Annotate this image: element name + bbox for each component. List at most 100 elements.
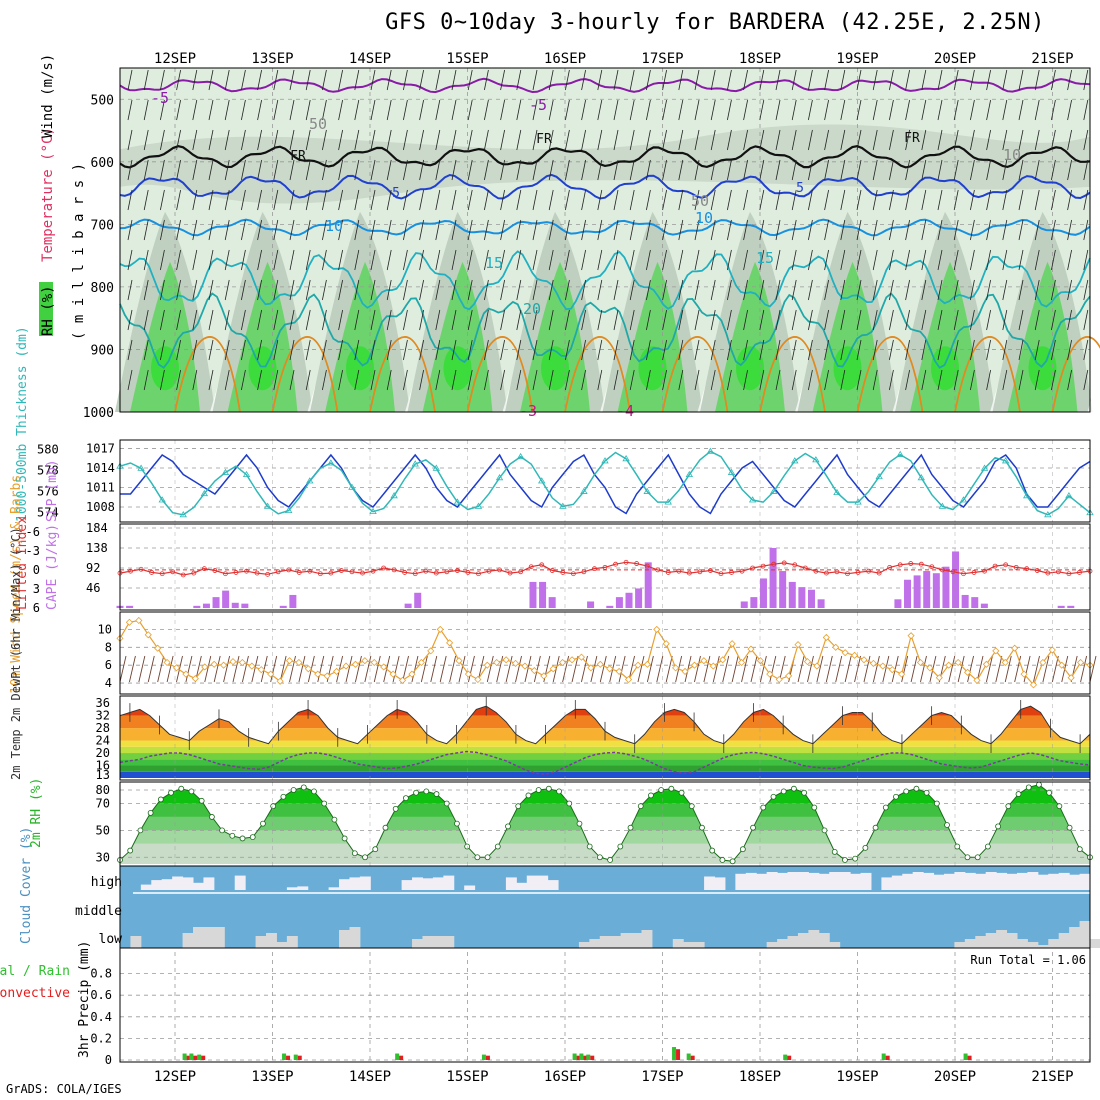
wind-barb: [565, 219, 570, 241]
wind-barb: [1083, 249, 1089, 271]
lifted-marker: [855, 570, 861, 575]
rh-color-band: [120, 803, 1090, 817]
wind-barb: [791, 189, 797, 211]
wind-barb: [775, 309, 781, 331]
thickness-marker: [284, 506, 293, 513]
wind-barb: [840, 159, 846, 181]
wind-barb: [1018, 69, 1024, 91]
wind-barb: [727, 129, 732, 151]
wind-barb-surface: [741, 655, 748, 683]
wind-marker: [747, 645, 755, 653]
lifted-marker: [665, 570, 671, 575]
wind-marker: [973, 676, 981, 684]
wind-barb: [143, 309, 149, 331]
rh-marker: [137, 827, 144, 834]
rh-marker: [954, 843, 961, 850]
thickness-tick-label: 574: [37, 506, 59, 520]
wind-barb: [403, 99, 408, 121]
wind-marker: [662, 640, 670, 648]
cloud-high-clear: [756, 873, 768, 890]
cape-bar: [635, 588, 643, 608]
wind-marker: [474, 675, 482, 684]
rh-axis-label: 2m RH (%): [29, 778, 44, 848]
lifted-marker: [339, 568, 344, 573]
wind-barb: [646, 279, 651, 301]
rh-marker: [750, 824, 756, 831]
wind-barb: [1051, 99, 1056, 121]
cloud-level-label: high: [91, 875, 122, 890]
wind-barb: [889, 129, 894, 151]
rh-marker: [239, 835, 246, 842]
wind-barb: [662, 129, 667, 151]
lifted-marker: [697, 569, 703, 575]
wind-barb: [1018, 279, 1024, 301]
rh-marker: [872, 824, 879, 831]
bottom-day-label: 17SEP: [641, 1069, 683, 1085]
wind-marker: [766, 670, 774, 678]
wind-barb: [322, 219, 327, 241]
wind-barb: [1067, 279, 1072, 301]
wind-barb: [710, 159, 716, 181]
lifted-marker: [845, 571, 850, 577]
wind-barb: [484, 369, 489, 391]
wind-barb: [241, 279, 246, 301]
rh-marker: [893, 793, 899, 800]
wind-marker: [483, 661, 491, 669]
wind-barb: [1002, 69, 1008, 91]
lifted-marker: [1045, 570, 1051, 576]
wind-barb-surface: [995, 655, 1003, 683]
bottom-day-label: 18SEP: [739, 1069, 781, 1085]
wind-barb: [1083, 99, 1089, 121]
thickness-axis-label: 1000-500mb Thickness (dm): [15, 326, 30, 522]
wind-barb: [840, 369, 846, 391]
cloud-high-clear: [975, 873, 987, 890]
wind-barb: [208, 339, 214, 361]
wind-barb: [921, 309, 927, 331]
wind-barb: [224, 249, 230, 271]
cloud-low-bar: [599, 936, 611, 948]
wind-barb: [257, 249, 262, 271]
wind-barb: [565, 129, 570, 151]
wind-barb-surface: [599, 655, 607, 683]
isotherm-warm-arch: [466, 336, 534, 413]
wind-barb: [370, 309, 376, 331]
wind-barb: [791, 159, 797, 181]
lifted-marker: [254, 570, 260, 576]
cloud-low-bar: [777, 939, 789, 948]
wind-barb: [338, 279, 343, 301]
wind-barb-surface: [1080, 655, 1088, 683]
precip-convective-bar: [399, 1055, 404, 1060]
wind-barb: [775, 279, 781, 301]
wind-barb: [386, 129, 392, 151]
lifted-marker: [370, 568, 376, 574]
wind-barb-surface: [562, 655, 570, 683]
temp-color-band: [120, 771, 1090, 778]
wind-marker: [992, 647, 1000, 655]
wind-barb: [565, 189, 570, 211]
thickness-marker: [474, 502, 483, 509]
wind-marker: [568, 656, 576, 664]
wind-barb: [953, 69, 959, 91]
wind-barb: [921, 339, 927, 361]
rh-marker: [351, 850, 358, 857]
thickness-marker: [833, 488, 841, 496]
wind-barb: [824, 219, 829, 241]
wind-barb: [970, 159, 975, 181]
precip-convective-bar: [967, 1055, 972, 1060]
lifted-tick-label: 6: [33, 601, 40, 615]
wind-barb: [743, 279, 748, 301]
wind-marker: [276, 677, 284, 685]
wind-barb: [160, 189, 165, 211]
wind-barb: [872, 219, 878, 241]
cloud-high-clear: [996, 872, 1008, 890]
wind-barb: [338, 99, 343, 121]
wind-barb: [338, 309, 343, 331]
cape-bar: [539, 581, 547, 608]
wind-barb: [386, 189, 392, 211]
rh-marker: [790, 785, 797, 792]
cape-bar: [126, 605, 134, 608]
wind-barb: [386, 219, 392, 241]
wind-barb: [127, 69, 133, 91]
lifted-marker: [1055, 569, 1061, 575]
wind-barb: [257, 159, 262, 181]
